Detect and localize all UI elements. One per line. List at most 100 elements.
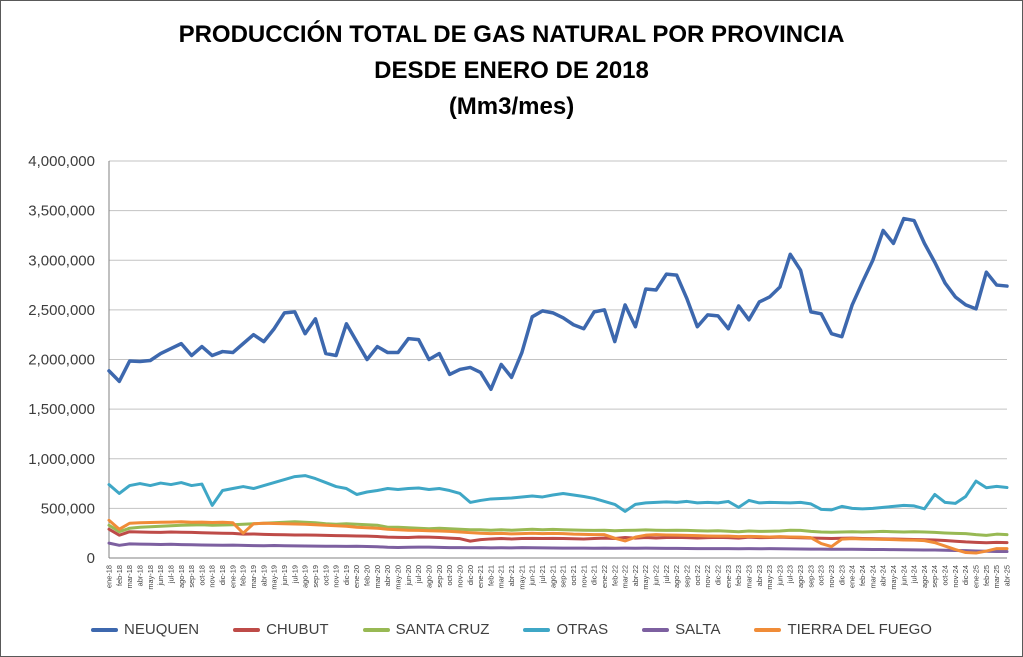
y-axis-label: 2,500,000 [28,302,95,319]
x-axis-label: oct-21 [569,565,578,586]
y-axis-label: 3,500,000 [28,203,95,220]
x-axis-label: jul-21 [538,565,547,584]
x-axis-label: dic-19 [342,565,351,585]
x-axis-label: mar-19 [249,565,258,588]
x-axis-label: oct-19 [321,565,330,586]
legend-swatch [233,627,261,632]
x-axis-label: jun-23 [775,565,784,587]
x-axis-label: mar-20 [373,565,382,588]
x-axis-label: feb-18 [115,565,124,586]
x-axis-label: abr-19 [259,565,268,586]
legend-swatch [362,627,390,632]
x-axis-label: may-22 [641,565,650,590]
legend-label: OTRAS [556,621,609,638]
legend-label: NEUQUEN [124,621,200,638]
x-axis-label: ago-18 [177,565,186,588]
x-axis-label: mar-23 [744,565,753,588]
x-axis-label: nov-20 [455,565,464,588]
series-line-salta[interactable] [107,541,1009,554]
x-axis-label: nov-23 [827,565,836,588]
x-axis-label: feb-25 [982,565,991,586]
x-axis-label: ene-18 [105,565,114,588]
x-axis-label: may-23 [765,565,774,590]
plot-area[interactable]: 4,000,000 3,500,000 3,000,000 2,500,000 2,00… [1,129,1023,619]
x-axis-label: feb-24 [858,565,867,586]
x-axis-label: ago-22 [672,565,681,588]
x-axis-label: ene-21 [476,565,485,588]
legend-item-salta[interactable]: SALTA [642,621,720,638]
x-axis-label: ene-20 [352,565,361,588]
y-axis-label: 500,000 [41,500,95,517]
legend-swatch [91,627,119,632]
x-axis-label: abr-21 [507,565,516,586]
x-axis-label: mar-24 [868,565,877,588]
x-axis-label: jun-20 [404,565,413,587]
legend-label: CHUBUT [266,621,329,638]
chart-title: PRODUCCIÓN TOTAL DE GAS NATURAL POR PROV… [1,17,1022,125]
y-axis-label: 0 [87,550,95,567]
legend-label: SALTA [675,621,721,638]
x-axis-label: sep-22 [683,565,692,588]
x-axis-label: feb-20 [363,565,372,586]
x-axis-label: dic-21 [590,565,599,585]
legend-item-santa-cruz[interactable]: SANTA CRUZ [362,621,489,638]
legend-item-tierra-del-fuego[interactable]: TIERRA DEL FUEGO [754,621,932,638]
x-axis-label: jul-19 [290,565,299,584]
legend-swatch [523,627,551,632]
x-axis-label: ene-24 [848,565,857,588]
x-axis-label: ago-23 [796,565,805,588]
x-axis-label: feb-23 [734,565,743,586]
x-axis-label: sep-19 [311,565,320,588]
x-axis-label: dic-22 [713,565,722,585]
series-line-neuquen[interactable] [107,216,1009,392]
x-axis-label: feb-22 [610,565,619,586]
x-axis-label: nov-24 [951,565,960,588]
x-axis-label: may-24 [889,565,898,590]
y-axis-label: 4,000,000 [28,153,95,170]
y-axis-label: 2,000,000 [28,352,95,369]
x-axis-label: may-21 [517,565,526,590]
series-line-otras[interactable] [107,474,1009,513]
x-axis-label: oct-24 [941,565,950,586]
x-axis-label: may-19 [270,565,279,590]
legend-swatch [754,627,782,632]
x-axis-label: abr-22 [631,565,640,586]
x-axis-label: feb-19 [239,565,248,586]
x-axis-label: ago-19 [301,565,310,588]
x-axis-label: nov-22 [703,565,712,588]
x-axis-label: sep-21 [559,565,568,588]
x-axis-label: dic-23 [837,565,846,585]
x-axis-label: jun-19 [280,565,289,587]
x-axis-label: ene-19 [228,565,237,588]
x-axis-label: dic-18 [218,565,227,585]
chart-title-line1: PRODUCCIÓN TOTAL DE GAS NATURAL POR PROV… [178,21,845,48]
x-axis-label: may-20 [394,565,403,590]
x-axis-label: dic-20 [466,565,475,585]
x-axis-label: ago-20 [424,565,433,588]
x-axis-label: jul-23 [786,565,795,584]
x-axis-label: mar-18 [125,565,134,588]
x-axis-label: may-18 [146,565,155,590]
x-axis-label: abr-24 [879,565,888,586]
x-axis-label: jul-18 [166,565,175,584]
legend-item-otras[interactable]: OTRAS [523,621,608,638]
x-axis-label: sep-23 [806,565,815,588]
x-axis-label: jun-18 [156,565,165,587]
x-axis-label: mar-22 [621,565,630,588]
chart-title-line2: DESDE ENERO DE 2018 [374,57,649,84]
x-axis-label: jun-24 [899,565,908,587]
legend-item-neuquen[interactable]: NEUQUEN [91,621,199,638]
legend-label: TIERRA DEL FUEGO [787,621,932,638]
y-axis-label: 1,000,000 [28,451,95,468]
x-axis-label: jun-21 [528,565,537,587]
x-axis-label: oct-23 [817,565,826,586]
x-axis-label: sep-24 [930,565,939,588]
x-axis-label: ago-21 [548,565,557,588]
x-axis-label: jun-22 [652,565,661,587]
x-axis-label: ene-22 [600,565,609,588]
x-axis-label: jul-24 [910,565,919,584]
legend-item-chubut[interactable]: CHUBUT [233,621,329,638]
series-line-tierra-del-fuego[interactable] [107,518,1009,555]
x-axis-label: nov-18 [208,565,217,588]
